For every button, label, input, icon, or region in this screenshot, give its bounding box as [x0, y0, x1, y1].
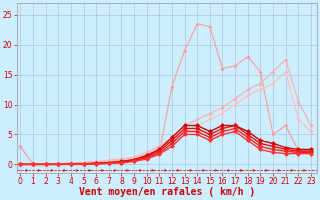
X-axis label: Vent moyen/en rafales ( km/h ): Vent moyen/en rafales ( km/h ) — [79, 187, 255, 197]
